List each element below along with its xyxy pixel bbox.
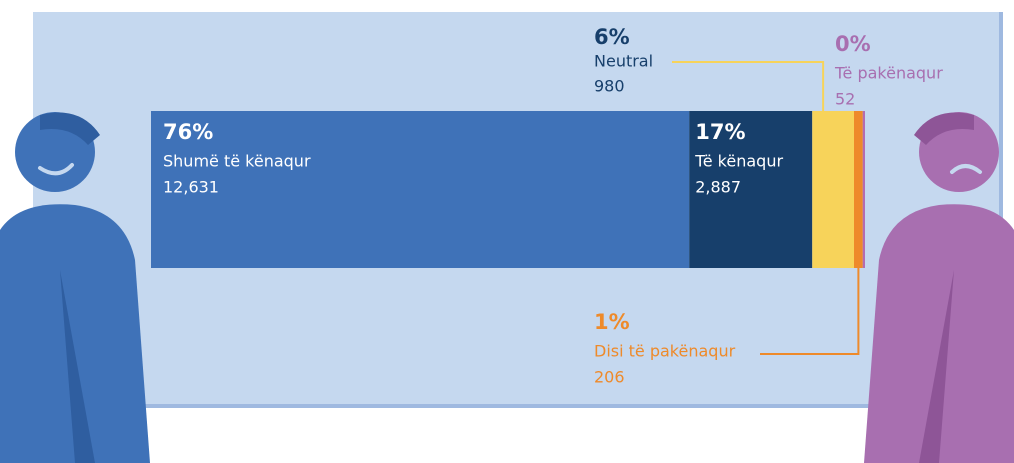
percent-label: 0% [835,32,871,56]
category-label: Disi të pakënaqur [594,342,736,361]
category-label: Shumë të kënaqur [163,152,311,171]
category-label: Neutral [594,52,653,71]
value-label: 2,887 [695,178,741,197]
bar-segment [854,111,863,268]
bar-segment [862,111,865,268]
bar-segment [151,111,690,268]
value-label: 12,631 [163,178,219,197]
percent-label: 76% [163,120,213,144]
percent-label: 6% [594,25,630,49]
bar-group [151,111,865,268]
value-label: 206 [594,368,625,387]
bar-segment [689,111,813,268]
value-label: 52 [835,90,855,109]
connector [760,268,860,355]
category-label: Të pakënaqur [834,64,943,83]
percent-label: 1% [594,310,630,334]
value-label: 980 [594,77,625,96]
connector [672,61,825,111]
bar-segment [812,111,855,268]
percent-label: 17% [695,120,745,144]
category-label: Të kënaqur [694,152,783,171]
person-left [0,112,150,463]
person-right [864,112,1014,463]
